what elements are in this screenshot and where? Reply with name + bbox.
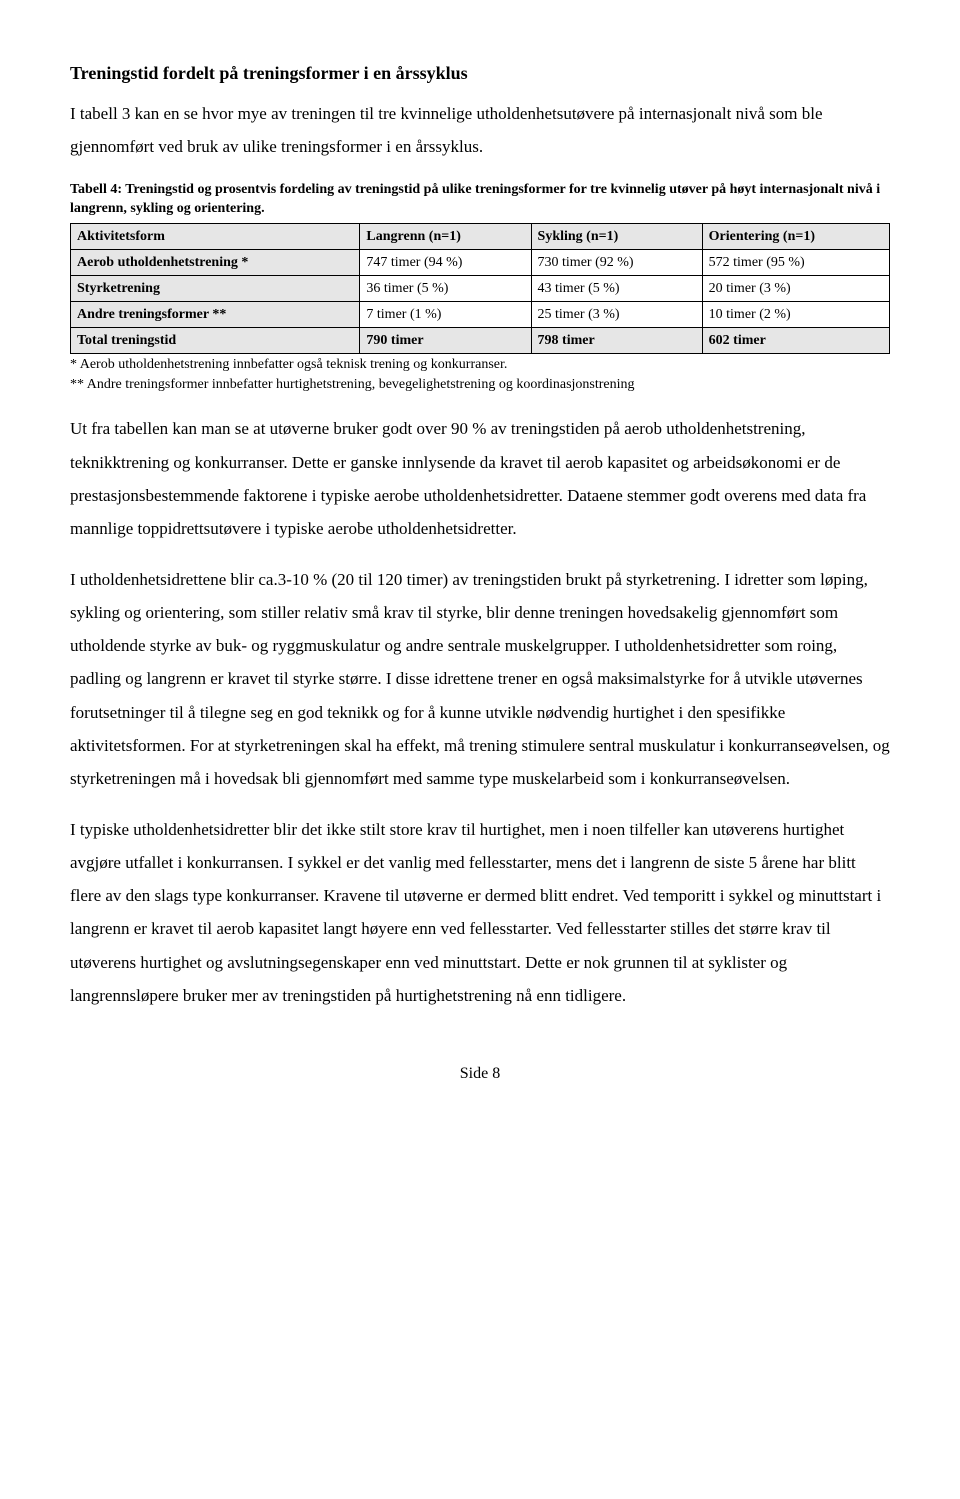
col-header: Aktivitetsform	[71, 224, 360, 250]
page-number: Side 8	[70, 1062, 890, 1086]
body-paragraph: I utholdenhetsidrettene blir ca.3-10 % (…	[70, 563, 890, 795]
intro-paragraph: I tabell 3 kan en se hvor mye av trening…	[70, 97, 890, 163]
row-label: Aerob utholdenhetstrening *	[71, 250, 360, 276]
table-cell: 25 timer (3 %)	[531, 302, 702, 328]
table-footnote: * Aerob utholdenhetstrening innbefatter …	[70, 356, 890, 374]
body-paragraph: Ut fra tabellen kan man se at utøverne b…	[70, 412, 890, 545]
table-cell: 7 timer (1 %)	[360, 302, 531, 328]
table-cell: 572 timer (95 %)	[702, 250, 889, 276]
table-cell: 747 timer (94 %)	[360, 250, 531, 276]
row-label: Total treningstid	[71, 328, 360, 354]
table-cell: 43 timer (5 %)	[531, 276, 702, 302]
section-heading: Treningstid fordelt på treningsformer i …	[70, 60, 890, 87]
row-label: Styrketrening	[71, 276, 360, 302]
table-row: Andre treningsformer ** 7 timer (1 %) 25…	[71, 302, 890, 328]
table-row-total: Total treningstid 790 timer 798 timer 60…	[71, 328, 890, 354]
table-cell: 730 timer (92 %)	[531, 250, 702, 276]
col-header: Langrenn (n=1)	[360, 224, 531, 250]
table-cell: 790 timer	[360, 328, 531, 354]
row-label: Andre treningsformer **	[71, 302, 360, 328]
table-caption: Tabell 4: Treningstid og prosentvis ford…	[70, 181, 890, 219]
table-row: Styrketrening 36 timer (5 %) 43 timer (5…	[71, 276, 890, 302]
table-cell: 798 timer	[531, 328, 702, 354]
table-cell: 10 timer (2 %)	[702, 302, 889, 328]
table-cell: 36 timer (5 %)	[360, 276, 531, 302]
col-header: Sykling (n=1)	[531, 224, 702, 250]
table-cell: 602 timer	[702, 328, 889, 354]
table-row: Aerob utholdenhetstrening * 747 timer (9…	[71, 250, 890, 276]
table-cell: 20 timer (3 %)	[702, 276, 889, 302]
table-header-row: Aktivitetsform Langrenn (n=1) Sykling (n…	[71, 224, 890, 250]
body-paragraph: I typiske utholdenhetsidretter blir det …	[70, 813, 890, 1012]
col-header: Orientering (n=1)	[702, 224, 889, 250]
table-footnote: ** Andre treningsformer innbefatter hurt…	[70, 376, 890, 394]
training-table: Aktivitetsform Langrenn (n=1) Sykling (n…	[70, 223, 890, 354]
